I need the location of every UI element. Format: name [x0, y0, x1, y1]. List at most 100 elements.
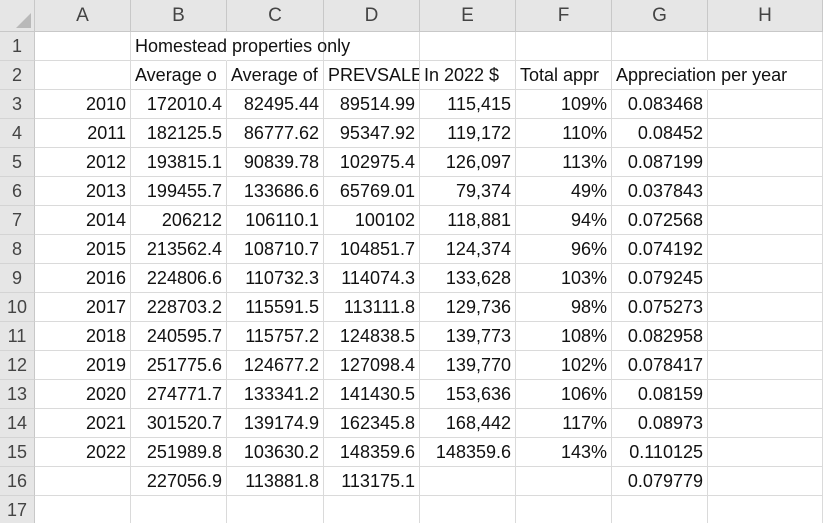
cell-e3[interactable]: 115,415: [420, 90, 516, 119]
cell-a12[interactable]: 2019: [35, 351, 131, 380]
select-all-corner[interactable]: [0, 0, 35, 32]
cell-h9[interactable]: [708, 264, 823, 293]
cell-b6[interactable]: 199455.7: [131, 177, 227, 206]
cell-g11[interactable]: 0.082958: [612, 322, 708, 351]
row-header-10[interactable]: 10: [0, 293, 35, 322]
cell-e7[interactable]: 118,881: [420, 206, 516, 235]
cell-g12[interactable]: 0.078417: [612, 351, 708, 380]
cell-h16[interactable]: [708, 467, 823, 496]
cell-e6[interactable]: 79,374: [420, 177, 516, 206]
cell-c14[interactable]: 139174.9: [227, 409, 324, 438]
cell-d8[interactable]: 104851.7: [324, 235, 420, 264]
cell-g8[interactable]: 0.074192: [612, 235, 708, 264]
cell-h10[interactable]: [708, 293, 823, 322]
row-header-6[interactable]: 6: [0, 177, 35, 206]
cell-h1[interactable]: [708, 32, 823, 61]
cell-c5[interactable]: 90839.78: [227, 148, 324, 177]
cell-c2[interactable]: Average of: [227, 61, 324, 90]
cell-h4[interactable]: [708, 119, 823, 148]
column-header-g[interactable]: G: [612, 0, 708, 32]
cell-g5[interactable]: 0.087199: [612, 148, 708, 177]
cell-h12[interactable]: [708, 351, 823, 380]
cell-e15[interactable]: 148359.6: [420, 438, 516, 467]
cell-d7[interactable]: 100102: [324, 206, 420, 235]
column-header-f[interactable]: F: [516, 0, 612, 32]
cell-g16[interactable]: 0.079779: [612, 467, 708, 496]
column-header-e[interactable]: E: [420, 0, 516, 32]
cell-h17[interactable]: [708, 496, 823, 523]
row-header-12[interactable]: 12: [0, 351, 35, 380]
column-header-d[interactable]: D: [324, 0, 420, 32]
cell-f1[interactable]: [516, 32, 612, 61]
cell-d5[interactable]: 102975.4: [324, 148, 420, 177]
cell-e8[interactable]: 124,374: [420, 235, 516, 264]
cell-d13[interactable]: 141430.5: [324, 380, 420, 409]
cell-f15[interactable]: 143%: [516, 438, 612, 467]
cell-h15[interactable]: [708, 438, 823, 467]
cell-f12[interactable]: 102%: [516, 351, 612, 380]
row-header-5[interactable]: 5: [0, 148, 35, 177]
cell-b15[interactable]: 251989.8: [131, 438, 227, 467]
cell-e9[interactable]: 133,628: [420, 264, 516, 293]
cell-h14[interactable]: [708, 409, 823, 438]
cell-c9[interactable]: 110732.3: [227, 264, 324, 293]
cell-e16[interactable]: [420, 467, 516, 496]
cell-h13[interactable]: [708, 380, 823, 409]
row-header-14[interactable]: 14: [0, 409, 35, 438]
cell-f10[interactable]: 98%: [516, 293, 612, 322]
cell-c12[interactable]: 124677.2: [227, 351, 324, 380]
cell-g17[interactable]: [612, 496, 708, 523]
cell-e17[interactable]: [420, 496, 516, 523]
cell-h6[interactable]: [708, 177, 823, 206]
cell-a10[interactable]: 2017: [35, 293, 131, 322]
column-header-c[interactable]: C: [227, 0, 324, 32]
cell-b17[interactable]: [131, 496, 227, 523]
cell-a13[interactable]: 2020: [35, 380, 131, 409]
row-header-17[interactable]: 17: [0, 496, 35, 523]
row-header-3[interactable]: 3: [0, 90, 35, 119]
cell-b3[interactable]: 172010.4: [131, 90, 227, 119]
row-header-1[interactable]: 1: [0, 32, 35, 61]
cell-c16[interactable]: 113881.8: [227, 467, 324, 496]
cell-g15[interactable]: 0.110125: [612, 438, 708, 467]
cell-b10[interactable]: 228703.2: [131, 293, 227, 322]
cell-c1[interactable]: [227, 32, 324, 61]
cell-f13[interactable]: 106%: [516, 380, 612, 409]
cell-b14[interactable]: 301520.7: [131, 409, 227, 438]
cell-h7[interactable]: [708, 206, 823, 235]
cell-c17[interactable]: [227, 496, 324, 523]
cell-d10[interactable]: 113111.8: [324, 293, 420, 322]
cell-b12[interactable]: 251775.6: [131, 351, 227, 380]
cell-b4[interactable]: 182125.5: [131, 119, 227, 148]
column-header-a[interactable]: A: [35, 0, 131, 32]
cell-a5[interactable]: 2012: [35, 148, 131, 177]
cell-e12[interactable]: 139,770: [420, 351, 516, 380]
cell-b1[interactable]: Homestead properties only: [131, 32, 350, 61]
cell-e4[interactable]: 119,172: [420, 119, 516, 148]
cell-f3[interactable]: 109%: [516, 90, 612, 119]
cell-g6[interactable]: 0.037843: [612, 177, 708, 206]
cell-e10[interactable]: 129,736: [420, 293, 516, 322]
cell-c4[interactable]: 86777.62: [227, 119, 324, 148]
cell-g1[interactable]: [612, 32, 708, 61]
cell-d11[interactable]: 124838.5: [324, 322, 420, 351]
cell-a14[interactable]: 2021: [35, 409, 131, 438]
cell-g2[interactable]: Appreciation per year: [612, 61, 787, 90]
cell-f6[interactable]: 49%: [516, 177, 612, 206]
cell-c13[interactable]: 133341.2: [227, 380, 324, 409]
cell-f7[interactable]: 94%: [516, 206, 612, 235]
cell-d16[interactable]: 113175.1: [324, 467, 420, 496]
cell-e14[interactable]: 168,442: [420, 409, 516, 438]
cell-d6[interactable]: 65769.01: [324, 177, 420, 206]
row-header-11[interactable]: 11: [0, 322, 35, 351]
cell-d17[interactable]: [324, 496, 420, 523]
cell-d3[interactable]: 89514.99: [324, 90, 420, 119]
cell-g10[interactable]: 0.075273: [612, 293, 708, 322]
cell-b2[interactable]: Average o: [131, 61, 227, 90]
cell-c6[interactable]: 133686.6: [227, 177, 324, 206]
cell-h5[interactable]: [708, 148, 823, 177]
column-header-b[interactable]: B: [131, 0, 227, 32]
cell-g13[interactable]: 0.08159: [612, 380, 708, 409]
cell-f17[interactable]: [516, 496, 612, 523]
cell-b7[interactable]: 206212: [131, 206, 227, 235]
